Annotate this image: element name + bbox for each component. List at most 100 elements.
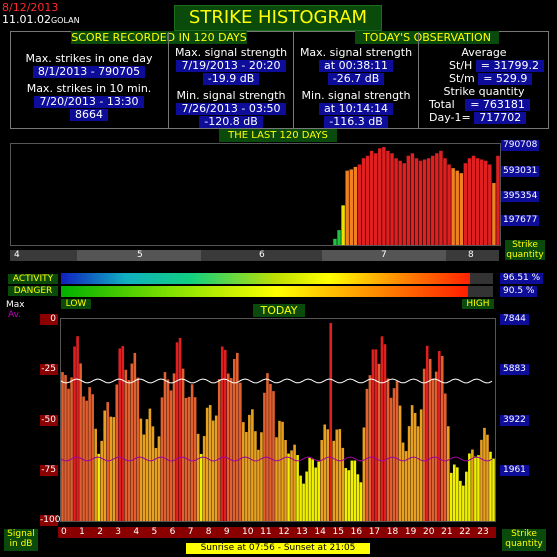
strike-qty-label: Strike quantity <box>443 85 525 98</box>
hour-bar <box>88 387 91 521</box>
day-bar <box>349 169 353 245</box>
total-label: Total <box>429 98 455 111</box>
hour-bar <box>124 369 128 521</box>
today-max-label: Max. signal strength <box>299 46 413 59</box>
hour-bar <box>184 397 188 521</box>
hour-label: 6 <box>169 527 176 537</box>
hour-bar <box>187 396 191 521</box>
last120-title: THE LAST 120 DAYS <box>219 129 337 142</box>
score-header: SCORE RECORDED IN 120 DAYS <box>71 31 247 44</box>
today-title: TODAY <box>253 304 305 317</box>
side-label-line1: Strike <box>512 240 538 250</box>
hour-bar <box>356 474 360 521</box>
day-bar <box>459 173 464 245</box>
hour-bar <box>380 336 384 521</box>
hour-bar <box>305 471 308 521</box>
day-bar <box>488 164 492 245</box>
hour-bar <box>151 426 155 521</box>
hour-bar <box>175 342 179 521</box>
hour-bar <box>109 416 113 521</box>
signal-y-label: -100 <box>40 515 61 526</box>
today-max-value: -26.7 dB <box>327 73 385 85</box>
day-bar <box>357 164 362 245</box>
hour-bar <box>459 480 462 521</box>
day-bar <box>382 147 386 245</box>
hour-bar <box>251 409 254 521</box>
hour-bar <box>64 375 67 521</box>
hour-bar <box>434 371 438 521</box>
hour-bar <box>489 451 492 521</box>
hour-bar <box>157 436 161 521</box>
hour-label: 12 <box>278 527 290 537</box>
day-bar <box>369 150 374 245</box>
activity-meter <box>61 273 493 284</box>
hour-label: 4 <box>133 527 140 537</box>
max-signal-label: Max. signal strength <box>174 46 288 59</box>
hour-label: 5 <box>151 527 158 537</box>
signal-y-label: 0 <box>40 314 58 325</box>
average-legend: Av. <box>8 310 22 320</box>
hour-bar <box>115 384 119 521</box>
hour-label: 2 <box>97 527 103 537</box>
hour-bar <box>446 426 450 521</box>
hour-bar <box>278 420 281 521</box>
hour-bar <box>359 482 363 521</box>
hour-bar <box>392 388 396 521</box>
danger-label: DANGER <box>8 286 58 296</box>
hour-bar <box>142 434 146 521</box>
hour-bar <box>154 447 158 521</box>
hour-bar <box>133 352 137 521</box>
hour-bar <box>248 414 251 521</box>
hour-bar <box>492 458 495 521</box>
hour-label: 16 <box>350 527 363 537</box>
hour-bar <box>437 350 441 521</box>
today-chart <box>60 318 496 522</box>
stm-value: = 529.9 <box>478 73 533 85</box>
hour-bar <box>456 467 459 521</box>
hour-bar <box>61 372 64 521</box>
today-header: TODAY'S OBSERVATION <box>355 31 499 44</box>
hour-bar <box>395 381 399 521</box>
station-name: GOLAN <box>50 16 80 25</box>
hour-bar <box>320 440 324 521</box>
hour-bar <box>199 453 203 521</box>
max-signal-line <box>61 378 493 384</box>
hour-bar <box>136 377 140 521</box>
sth-label: St/H <box>449 59 473 72</box>
day-bar <box>365 155 370 245</box>
hour-label: 1 <box>79 527 85 537</box>
day-bar <box>484 160 488 245</box>
hour-bar <box>449 472 453 521</box>
hour-label: 22 <box>459 527 471 537</box>
hour-bar <box>166 379 170 521</box>
max-strikes-10min-value: 8664 <box>70 109 108 121</box>
hour-bar <box>272 391 275 521</box>
day-bar <box>402 163 406 245</box>
hour-bar <box>196 433 200 521</box>
hour-bar <box>389 397 393 521</box>
day-bar <box>443 158 447 245</box>
day-bar <box>492 183 496 245</box>
hour-bar <box>145 419 149 521</box>
hour-label: 17 <box>368 527 381 537</box>
signal-record-column: Max. signal strength 7/19/2013 - 20:20 -… <box>168 32 293 128</box>
hour-bar <box>296 455 299 521</box>
hour-bar <box>269 383 272 521</box>
max-strikes-10min-date: 7/20/2013 - 13:30 <box>34 96 144 108</box>
hour-bar <box>275 437 278 521</box>
month-label: 6 <box>259 250 265 260</box>
hour-bar <box>465 471 468 521</box>
hour-bar <box>329 323 333 521</box>
hour-bar <box>220 346 224 521</box>
hour-bar <box>232 358 236 521</box>
hour-bar <box>257 449 260 521</box>
stats-panel: SCORE RECORDED IN 120 DAYS TODAY'S OBSER… <box>10 31 549 129</box>
month-label: 8 <box>468 250 474 260</box>
hour-bar <box>422 368 426 521</box>
last120-side-label: Strike quantity <box>505 240 545 260</box>
hour-bar <box>118 348 122 521</box>
day-bar <box>341 205 345 245</box>
strike-y-label: 1961 <box>500 465 529 476</box>
hour-bar <box>127 379 131 521</box>
danger-meter-remainder <box>468 286 493 297</box>
